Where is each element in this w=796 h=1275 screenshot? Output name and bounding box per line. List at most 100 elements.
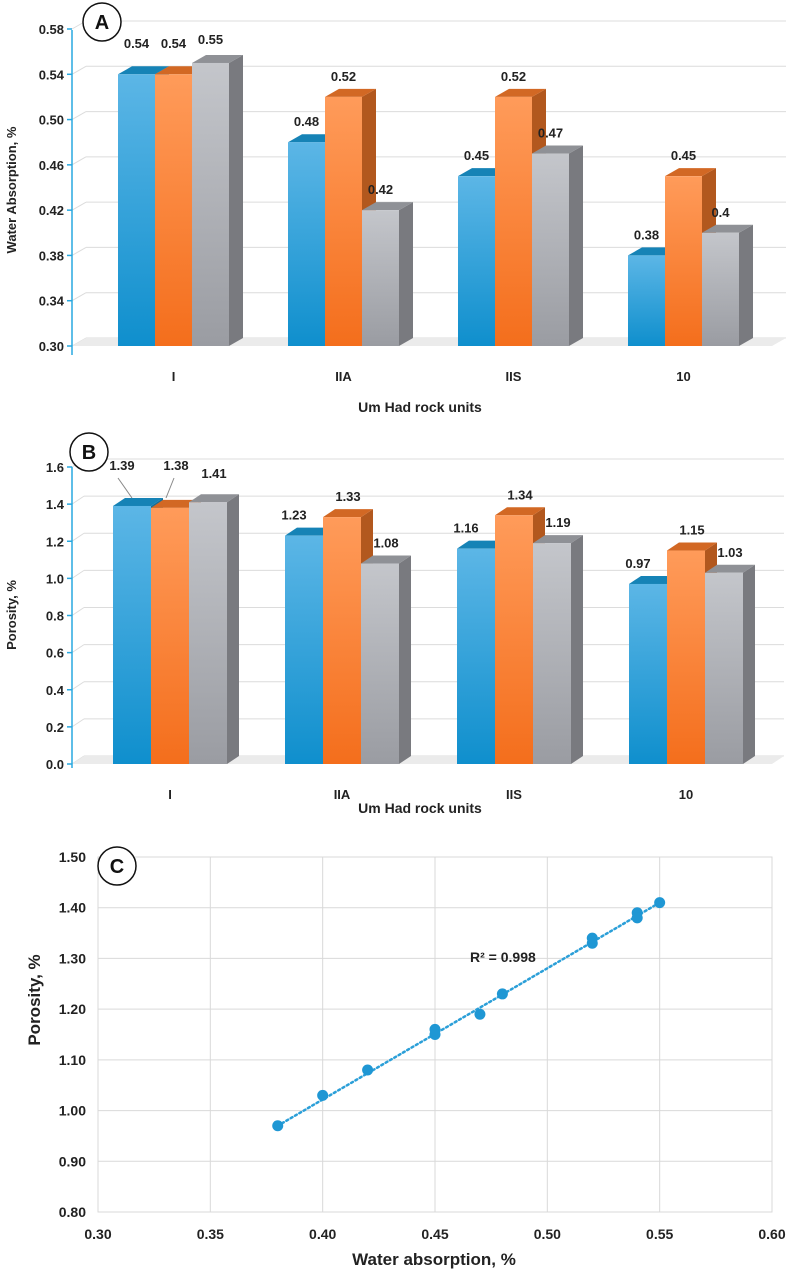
c-y-tick-label: 0.80	[59, 1204, 86, 1220]
a-bar-front	[362, 210, 399, 346]
a-bar-top	[495, 88, 546, 97]
b-bar-side	[571, 535, 583, 764]
a-y-tick-label: 0.34	[39, 294, 65, 309]
b-data-label: 1.19	[545, 515, 570, 530]
a-data-label: 0.4	[711, 205, 730, 220]
a-y-tick-label: 0.50	[39, 113, 64, 128]
b-gridline-diag	[71, 532, 85, 542]
panel-b-leader-line-1	[117, 477, 133, 499]
c-x-tick-label: 0.55	[646, 1226, 673, 1242]
a-data-label: 0.45	[671, 148, 696, 163]
panel-c-scatter-chart: 0.800.901.001.101.201.301.401.50 0.30 0.3…	[25, 846, 786, 1269]
a-gridline-diag	[71, 65, 87, 75]
panel-c-plot-frame	[97, 856, 773, 1213]
panel-b-leader-line-2	[165, 477, 175, 499]
a-bar-front	[458, 176, 495, 346]
b-data-label: 1.03	[717, 545, 742, 560]
a-bar-front	[665, 176, 702, 346]
panel-a-bars	[118, 54, 753, 347]
panel-a-water-absorption-chart: 0.54 0.54 0.55 0.48 0.52 0.42 0.45 0.52 0.47 0.38…	[4, 2, 786, 415]
b-y-tick-label: 1.2	[46, 534, 64, 549]
panel-a-x-tick-labels: I IIA IIS 10	[172, 369, 691, 384]
a-gridline-diag	[71, 292, 87, 302]
b-bar-IIA-series-3	[361, 555, 411, 764]
b-bar-top	[323, 509, 373, 518]
a-bar-side	[739, 224, 753, 346]
a-bar-top	[192, 54, 243, 63]
a-y-tick-label: 0.46	[39, 158, 64, 173]
a-y-tick-label: 0.30	[39, 339, 64, 354]
c-data-point	[317, 1089, 329, 1101]
a-data-label: 0.48	[294, 114, 319, 129]
a-data-label: 0.38	[634, 227, 659, 242]
c-y-tick-label: 1.10	[59, 1052, 86, 1068]
a-y-tick-label: 0.58	[39, 22, 64, 37]
a-bar-front	[532, 153, 569, 346]
a-data-label: 0.52	[501, 69, 526, 84]
panel-c-y-axis-title: Porosity, %	[25, 954, 44, 1045]
b-data-label: 0.97	[625, 556, 650, 571]
c-data-point	[474, 1008, 486, 1020]
panel-c-points	[272, 897, 666, 1132]
c-y-tick-label: 1.50	[59, 849, 86, 865]
b-y-tick-label: 0.0	[46, 757, 64, 772]
b-gridline-diag	[71, 607, 85, 616]
b-gridline-diag	[71, 681, 85, 691]
panel-b-x-axis-title: Um Had rock units	[358, 800, 482, 816]
b-bar-front	[705, 572, 743, 764]
b-data-label: 1.08	[373, 536, 398, 551]
panel-b-data-labels: 1.39 1.38 1.41 1.23 1.33 1.08 1.16 1.34 1.19 0.97…	[109, 458, 742, 571]
a-x-tick-label: 10	[676, 369, 690, 384]
a-bar-front	[702, 232, 739, 346]
c-y-tick-label: 1.40	[59, 900, 86, 916]
a-bar-I-series-3	[192, 54, 243, 346]
c-data-point	[586, 932, 598, 944]
b-bar-top	[667, 542, 717, 551]
a-bar-top	[702, 224, 753, 233]
a-bar-top	[362, 202, 413, 211]
c-data-point	[362, 1064, 374, 1076]
a-bar-top	[665, 168, 716, 177]
a-x-tick-label: IIA	[335, 369, 352, 384]
panel-a-y-tick-labels: 0.30 0.34 0.38 0.42 0.46 0.50 0.54 0.58	[39, 22, 65, 354]
panel-c-trendline-group	[276, 901, 661, 1128]
b-bar-10-series-3	[705, 564, 755, 764]
a-bar-front	[155, 74, 192, 347]
b-floor-plane	[72, 756, 784, 764]
c-data-point	[272, 1120, 284, 1132]
b-bar-front	[629, 583, 667, 764]
c-x-tick-label: 0.50	[534, 1226, 561, 1242]
b-data-label: 1.41	[201, 466, 226, 481]
a-data-label: 0.45	[464, 148, 489, 163]
a-bar-front	[118, 74, 155, 347]
panel-a-y-axis-title: Water Absorption, %	[4, 126, 19, 253]
a-bar-front	[628, 255, 665, 346]
panel-b-porosity-chart: 1.39 1.38 1.41 1.23 1.33 1.08 1.16 1.34 1.19 0.97…	[4, 432, 784, 816]
c-x-tick-label: 0.45	[421, 1226, 448, 1242]
a-floor-plane	[72, 338, 786, 346]
panel-c-r-squared-annotation: R² = 0.998	[470, 949, 536, 965]
a-gridline-diag	[71, 111, 87, 121]
a-x-tick-label: I	[172, 369, 176, 384]
panel-b-bars	[113, 494, 755, 764]
a-bar-front	[288, 142, 325, 346]
c-y-tick-label: 1.30	[59, 950, 86, 966]
b-gridline-diag	[71, 569, 85, 579]
panel-a-data-labels: 0.54 0.54 0.55 0.48 0.52 0.42 0.45 0.52 0.47 0.38…	[124, 32, 730, 242]
b-x-tick-label: IIS	[506, 787, 522, 802]
b-data-label: 1.15	[679, 523, 704, 538]
b-bar-top	[113, 497, 163, 506]
c-x-tick-label: 0.30	[84, 1226, 111, 1242]
a-bar-front	[495, 96, 532, 346]
c-y-tick-label: 1.20	[59, 1001, 86, 1017]
panel-c-x-tick-labels: 0.30 0.35 0.40 0.45 0.50 0.55 0.60	[84, 1226, 785, 1242]
b-x-tick-label: 10	[679, 787, 693, 802]
b-bar-top	[457, 540, 507, 549]
b-bar-front	[189, 502, 227, 764]
b-bar-top	[361, 555, 411, 564]
panel-c-badge-letter: C	[110, 856, 124, 878]
b-bar-top	[533, 535, 583, 544]
a-bar-side	[229, 54, 243, 346]
a-bar-front	[192, 62, 229, 346]
